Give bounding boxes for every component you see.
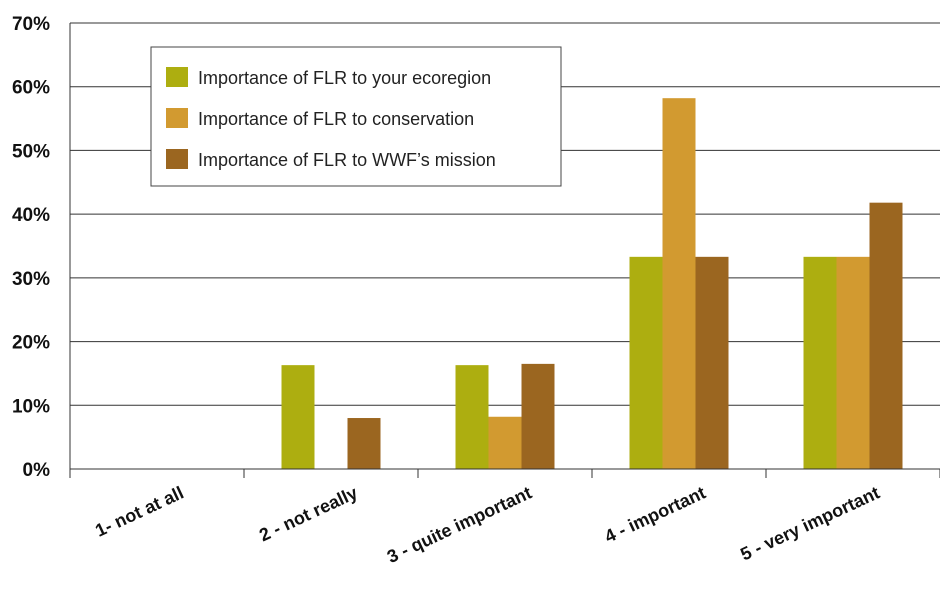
y-tick-label: 60% xyxy=(12,78,50,99)
x-tick-label: 2 - not really xyxy=(256,482,361,545)
y-tick-label: 0% xyxy=(23,460,51,481)
bar xyxy=(347,418,381,469)
y-tick-labels: 0% 10% 20% 30% 40% 50% 60% 70% xyxy=(12,14,50,481)
x-tick-label: 5 - very important xyxy=(737,482,882,564)
legend-label-ecoregion: Importance of FLR to your ecoregion xyxy=(198,68,491,88)
legend-box xyxy=(150,46,562,187)
y-tick-label: 10% xyxy=(12,396,50,417)
legend-swatch-conservation xyxy=(166,108,188,128)
legend-label-conservation: Importance of FLR to conservation xyxy=(198,109,474,129)
bar xyxy=(662,98,696,469)
bar xyxy=(488,416,522,469)
y-tick-label: 20% xyxy=(12,333,50,354)
x-tick-label: 1- not at all xyxy=(92,482,187,540)
bar xyxy=(803,256,837,469)
x-tick-label: 4 - important xyxy=(601,482,708,546)
bar xyxy=(629,256,663,469)
axes xyxy=(69,23,940,478)
legend: Importance of FLR to your ecoregion Impo… xyxy=(150,46,562,187)
bar xyxy=(281,365,315,469)
legend-swatch-ecoregion xyxy=(166,67,188,87)
bar xyxy=(521,363,555,469)
bar xyxy=(869,202,903,469)
legend-swatch-mission xyxy=(166,149,188,169)
bar xyxy=(836,256,870,469)
y-tick-label: 70% xyxy=(12,14,50,35)
y-tick-label: 40% xyxy=(12,205,50,226)
x-tick-label: 3 - quite important xyxy=(384,482,535,566)
bar xyxy=(455,365,489,469)
legend-label-mission: Importance of FLR to WWF’s mission xyxy=(198,150,496,170)
x-tick-labels: 1- not at all 2 - not really 3 - quite imp… xyxy=(92,482,883,566)
bars xyxy=(281,98,903,469)
y-tick-label: 30% xyxy=(12,269,50,290)
y-tick-label: 50% xyxy=(12,141,50,162)
bar xyxy=(695,256,729,469)
